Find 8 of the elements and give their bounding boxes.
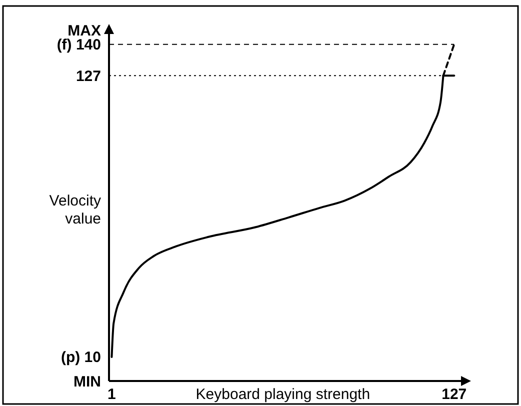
y-tick-label: MAX	[68, 22, 101, 40]
x-tick-label: 1	[108, 386, 116, 403]
y-tick-label: 127	[76, 68, 101, 85]
x-axis-title: Keyboard playing strength	[196, 386, 370, 403]
y-tick-label: (f) 140	[56, 36, 101, 54]
y-tick-label: MIN	[74, 373, 101, 390]
y-tick-label: (p) 10	[60, 349, 101, 366]
y-axis-title: Velocity value	[49, 192, 102, 228]
